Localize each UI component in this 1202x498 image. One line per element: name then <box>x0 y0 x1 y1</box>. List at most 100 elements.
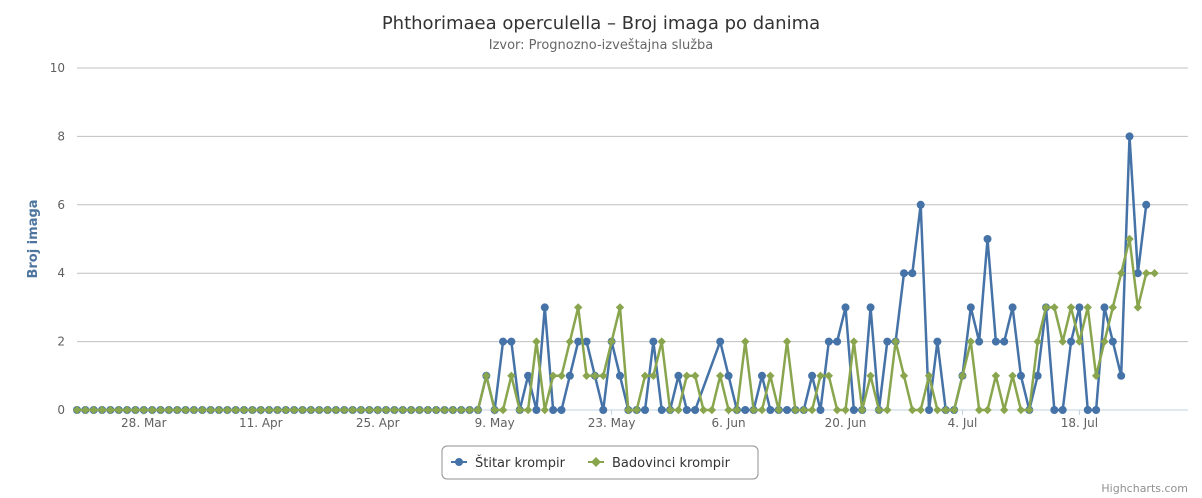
data-point[interactable] <box>289 405 299 415</box>
data-point[interactable] <box>223 405 232 415</box>
data-point[interactable] <box>624 405 633 415</box>
data-point[interactable] <box>690 371 700 380</box>
data-point[interactable] <box>540 405 549 415</box>
data-point[interactable] <box>1100 303 1109 312</box>
data-point[interactable] <box>164 405 174 415</box>
data-point[interactable] <box>189 405 199 415</box>
data-point[interactable] <box>983 235 992 243</box>
data-point[interactable] <box>147 405 157 415</box>
data-point[interactable] <box>1008 371 1017 380</box>
data-point[interactable] <box>331 405 341 415</box>
data-point[interactable] <box>557 371 566 380</box>
data-point[interactable] <box>783 406 792 414</box>
data-point[interactable] <box>89 405 98 415</box>
data-point[interactable] <box>248 405 257 415</box>
data-point[interactable] <box>1108 337 1117 346</box>
data-point[interactable] <box>1067 337 1076 346</box>
data-point[interactable] <box>440 405 449 415</box>
data-point[interactable] <box>641 406 650 414</box>
data-point[interactable] <box>173 405 182 415</box>
data-point[interactable] <box>916 405 925 415</box>
data-point[interactable] <box>139 405 149 415</box>
data-point[interactable] <box>298 405 307 415</box>
data-point[interactable] <box>415 405 424 415</box>
data-point[interactable] <box>925 406 934 414</box>
data-point[interactable] <box>699 405 708 415</box>
data-point[interactable] <box>524 371 533 380</box>
data-point[interactable] <box>565 337 575 346</box>
data-point[interactable] <box>632 405 641 415</box>
data-point[interactable] <box>1050 303 1059 312</box>
data-point[interactable] <box>808 371 817 380</box>
data-point[interactable] <box>799 405 808 415</box>
data-point[interactable] <box>649 371 658 380</box>
data-point[interactable] <box>891 337 900 346</box>
data-point[interactable] <box>757 371 766 380</box>
data-point[interactable] <box>306 405 316 415</box>
data-point[interactable] <box>824 337 833 346</box>
data-point[interactable] <box>181 405 190 415</box>
data-point[interactable] <box>356 405 366 415</box>
data-point[interactable] <box>782 337 792 346</box>
data-point[interactable] <box>398 405 407 415</box>
data-point[interactable] <box>774 405 783 415</box>
data-point[interactable] <box>340 405 349 415</box>
data-point[interactable] <box>540 303 549 312</box>
legend[interactable]: Štitar krompir Badovinci krompir <box>441 445 759 480</box>
data-point[interactable] <box>1133 269 1142 278</box>
data-point[interactable] <box>390 405 399 415</box>
data-point[interactable] <box>833 337 842 346</box>
data-point[interactable] <box>1050 406 1059 414</box>
data-point[interactable] <box>214 405 224 415</box>
data-point[interactable] <box>1116 269 1126 278</box>
data-point[interactable] <box>81 405 90 415</box>
data-point[interactable] <box>1142 269 1151 278</box>
data-point[interactable] <box>574 337 583 346</box>
data-point[interactable] <box>1041 303 1051 312</box>
data-point[interactable] <box>849 337 859 346</box>
data-point[interactable] <box>966 303 975 312</box>
legend-label-stitar[interactable]: Štitar krompir <box>475 455 566 471</box>
data-point[interactable] <box>499 337 508 346</box>
data-point[interactable] <box>239 405 249 415</box>
data-point[interactable] <box>1033 371 1042 380</box>
data-point[interactable] <box>1066 303 1076 312</box>
data-point[interactable] <box>983 405 992 415</box>
data-point[interactable] <box>974 405 984 415</box>
data-point[interactable] <box>757 405 767 415</box>
data-point[interactable] <box>716 337 725 346</box>
data-point[interactable] <box>1058 406 1067 414</box>
data-point[interactable] <box>365 405 374 415</box>
data-point[interactable] <box>615 303 625 312</box>
legend-item-stitar[interactable]: Štitar krompir <box>451 455 566 471</box>
data-point[interactable] <box>1008 303 1017 312</box>
data-point[interactable] <box>716 371 725 380</box>
data-point[interactable] <box>849 406 858 414</box>
data-point[interactable] <box>498 405 508 415</box>
data-point[interactable] <box>883 405 892 415</box>
data-point[interactable] <box>590 371 600 380</box>
data-point[interactable] <box>574 303 583 312</box>
data-point[interactable] <box>707 405 717 415</box>
data-point[interactable] <box>866 303 875 312</box>
series-badovinci[interactable] <box>72 234 1159 415</box>
data-point[interactable] <box>899 269 908 278</box>
data-point[interactable] <box>724 371 733 380</box>
data-point[interactable] <box>465 405 474 415</box>
data-point[interactable] <box>406 405 416 415</box>
data-point[interactable] <box>231 405 240 415</box>
data-point[interactable] <box>732 405 742 415</box>
data-point[interactable] <box>832 405 842 415</box>
data-point[interactable] <box>883 337 892 346</box>
data-point[interactable] <box>816 371 825 380</box>
data-point[interactable] <box>1083 303 1092 312</box>
data-point[interactable] <box>933 405 942 415</box>
data-point[interactable] <box>615 371 624 380</box>
data-point[interactable] <box>949 405 959 415</box>
data-point[interactable] <box>523 405 533 415</box>
data-point[interactable] <box>431 405 441 415</box>
data-point[interactable] <box>682 406 691 414</box>
data-point[interactable] <box>122 405 132 415</box>
data-point[interactable] <box>682 371 691 380</box>
data-point[interactable] <box>273 405 282 415</box>
